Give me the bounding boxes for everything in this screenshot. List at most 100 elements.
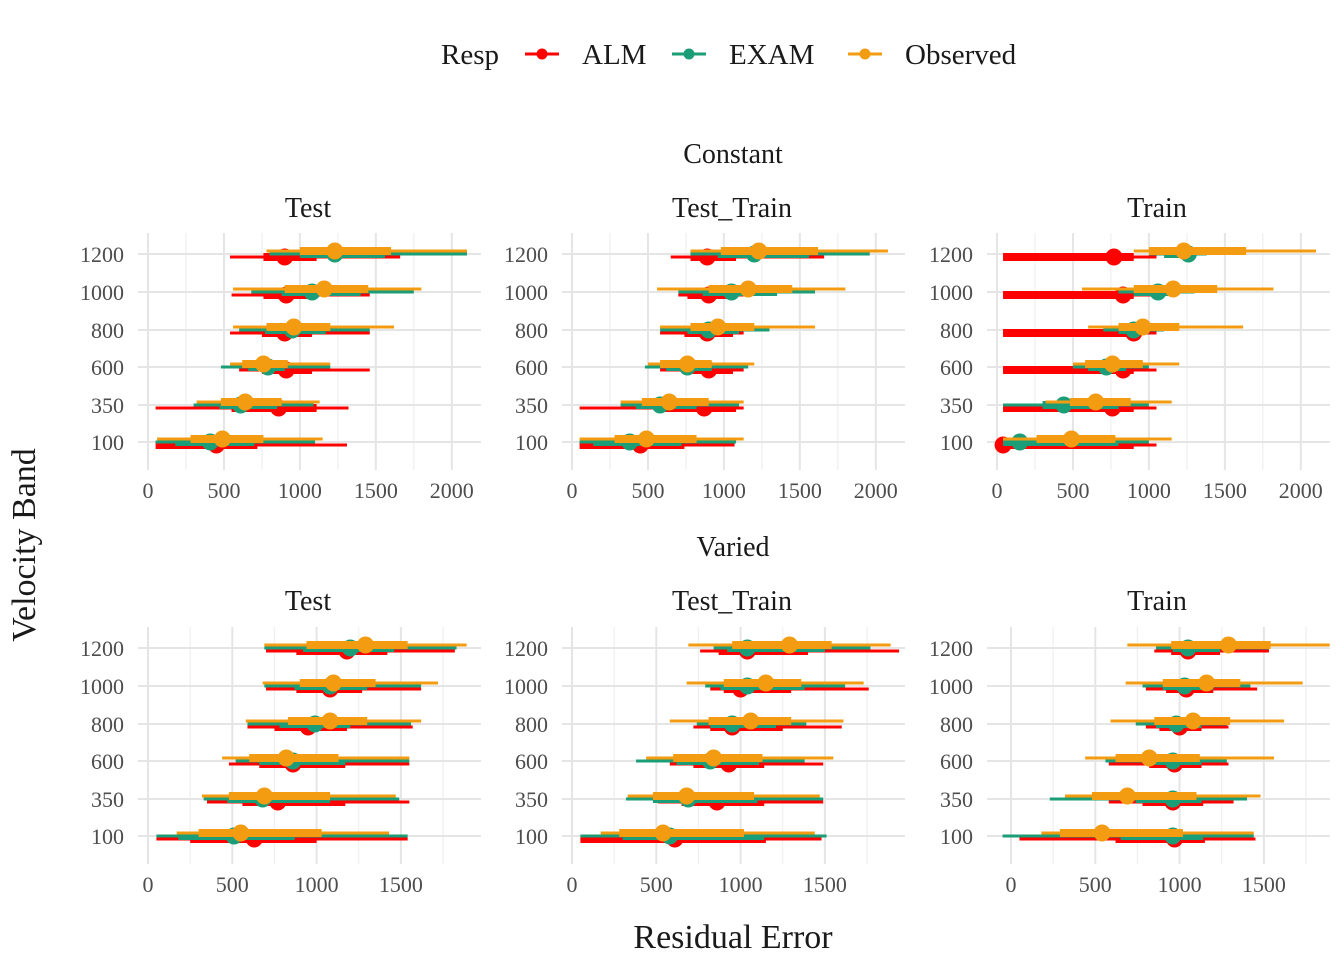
x-tick-label: 1500 xyxy=(778,478,822,503)
y-tick-label: 800 xyxy=(940,712,973,737)
x-tick-label: 0 xyxy=(992,478,1003,503)
x-tick-label: 1500 xyxy=(354,478,398,503)
pointrange-observed-600 xyxy=(222,749,410,767)
x-tick-label: 500 xyxy=(216,872,249,897)
pointrange-observed-350 xyxy=(1045,393,1172,411)
data-point xyxy=(326,242,344,260)
data-point xyxy=(254,355,272,373)
y-tick-label: 800 xyxy=(940,318,973,343)
pointrange-observed-800 xyxy=(1088,318,1244,336)
pointrange-observed-800 xyxy=(245,712,422,730)
legend-items: ALM EXAM Observed xyxy=(525,39,1017,71)
pointrange-observed-1200 xyxy=(264,636,467,654)
x-tick-labels: 0 500 1000 1500 xyxy=(567,872,847,897)
x-tick-label: 1500 xyxy=(1203,478,1247,503)
y-tick-label: 350 xyxy=(91,787,124,812)
panel-constant-train: Train 100 350 600 800 1000 1200 0 500 1000 1500 200… xyxy=(929,193,1330,503)
pointrange-observed-350 xyxy=(627,787,820,805)
data-point xyxy=(285,318,303,336)
pointrange-observed-350 xyxy=(201,787,396,805)
y-tick-label: 1200 xyxy=(80,242,124,267)
y-tick-labels: 100 350 600 800 1000 1200 xyxy=(504,636,548,849)
y-tick-label: 1000 xyxy=(929,280,973,305)
pointrange-observed-1000 xyxy=(1125,674,1303,692)
data-point xyxy=(678,355,696,373)
legend-key-point xyxy=(859,48,871,60)
pointrange-observed-1000 xyxy=(1082,280,1274,298)
data-point xyxy=(213,430,231,448)
x-tick-label: 1000 xyxy=(719,872,763,897)
legend-key-point xyxy=(536,48,548,60)
legend-label: Observed xyxy=(905,39,1017,71)
legend-item-exam: EXAM xyxy=(672,39,814,71)
panel-strip-label: Test xyxy=(285,586,331,617)
data-point xyxy=(1118,787,1136,805)
pointrange-observed-1200 xyxy=(690,242,888,260)
data-point xyxy=(757,674,775,692)
data-point xyxy=(1062,430,1080,448)
data-point xyxy=(1055,396,1073,414)
y-tick-label: 1200 xyxy=(929,636,973,661)
x-tick-labels: 0 500 1000 1500 2000 xyxy=(567,478,898,503)
panel-constant-test: Test 100 350 600 800 1000 1200 0 500 1000 1500 2000 xyxy=(80,193,481,503)
pointrange-observed-600 xyxy=(1072,355,1180,373)
y-tick-label: 1000 xyxy=(929,674,973,699)
y-tick-label: 600 xyxy=(940,355,973,380)
panel-varied-test-train: Test_Train 100 350 600 800 1000 1200 0 500 1000 15… xyxy=(504,586,905,897)
x-tick-label: 1500 xyxy=(803,872,847,897)
data-point xyxy=(705,749,723,767)
x-tick-label: 1000 xyxy=(1158,872,1202,897)
y-tick-label: 600 xyxy=(515,749,548,774)
data-point xyxy=(321,712,339,730)
pointrange-observed-600 xyxy=(1085,749,1275,767)
legend-item-observed: Observed xyxy=(848,39,1017,71)
data-point xyxy=(637,430,655,448)
pointrange-observed-100 xyxy=(579,430,744,448)
y-tick-label: 350 xyxy=(515,393,548,418)
data-point xyxy=(1087,393,1105,411)
pointrange-observed-1200 xyxy=(266,242,467,260)
x-tick-label: 1000 xyxy=(702,478,746,503)
data-point xyxy=(1093,824,1111,842)
pointrange-observed-1200 xyxy=(688,636,891,654)
y-tick-label: 1000 xyxy=(504,674,548,699)
pointrange-observed-350 xyxy=(196,393,320,411)
pointrange-observed-600 xyxy=(230,355,331,373)
pointrange-observed-1000 xyxy=(686,674,864,692)
y-tick-label: 1000 xyxy=(504,280,548,305)
y-tick-label: 350 xyxy=(940,787,973,812)
x-tick-label: 500 xyxy=(1079,872,1112,897)
y-tick-labels: 100 350 600 800 1000 1200 xyxy=(80,242,124,455)
x-tick-label: 500 xyxy=(1056,478,1089,503)
panel-strip-label: Test_Train xyxy=(672,586,792,617)
legend-label: EXAM xyxy=(729,39,814,71)
x-tick-labels: 0 500 1000 1500 2000 xyxy=(143,478,474,503)
pointrange-observed-1000 xyxy=(262,674,438,692)
x-tick-labels: 0 500 1000 1500 xyxy=(143,872,423,897)
x-tick-label: 0 xyxy=(567,872,578,897)
y-tick-label: 800 xyxy=(91,318,124,343)
y-tick-label: 600 xyxy=(515,355,548,380)
pointrange-observed-100 xyxy=(600,824,815,842)
data-point xyxy=(1140,749,1158,767)
x-tick-label: 500 xyxy=(207,478,240,503)
data-point xyxy=(1105,248,1123,266)
data-point xyxy=(1184,712,1202,730)
y-tick-labels: 100 350 600 800 1000 1200 xyxy=(504,242,548,455)
y-tick-label: 100 xyxy=(91,824,124,849)
pointrange-observed-350 xyxy=(620,393,744,411)
x-tick-label: 0 xyxy=(143,872,154,897)
y-tick-label: 350 xyxy=(940,393,973,418)
panel-varied-test: Test 100 350 600 800 1000 1200 0 500 1000 1500 xyxy=(80,586,481,897)
x-tick-label: 2000 xyxy=(430,478,474,503)
x-tick-label: 0 xyxy=(1006,872,1017,897)
y-tick-label: 800 xyxy=(515,712,548,737)
data-point xyxy=(1134,318,1152,336)
pointrange-observed-1200 xyxy=(1127,636,1330,654)
legend-label: ALM xyxy=(582,39,646,71)
y-tick-label: 100 xyxy=(515,824,548,849)
y-tick-label: 100 xyxy=(940,824,973,849)
data-point xyxy=(660,393,678,411)
